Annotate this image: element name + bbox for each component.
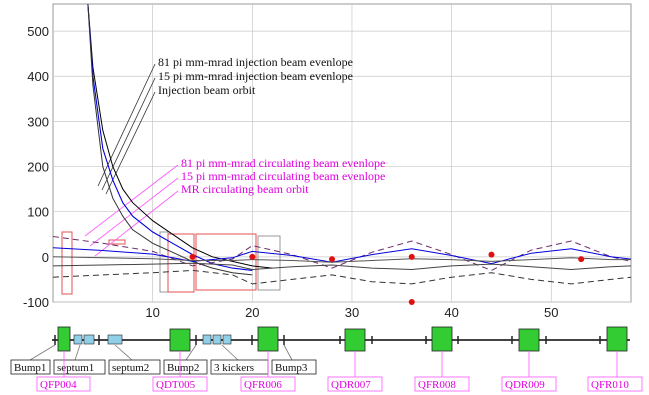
septum1-block-a (73, 334, 83, 345)
magnet-qfp004 (57, 326, 71, 352)
series-circulating-envelope-15-upper (52, 247, 632, 265)
y-tick-label: 300 (27, 114, 49, 129)
label-qdr007: QDR007 (331, 379, 371, 391)
kicker-2 (212, 334, 222, 345)
series-circulating-envelope-15-lower (52, 262, 632, 271)
label-qfp004: QFP004 (40, 379, 77, 391)
y-tick-label: 200 (27, 160, 49, 175)
orbit-marker (249, 253, 256, 260)
annotation-injection-15: 15 pi mm-mrad injection beam evenlope (158, 69, 353, 83)
annotation-circulating-orbit: MR circulating beam orbit (181, 182, 309, 196)
orbit-marker (329, 256, 336, 263)
x-tick-label: 40 (444, 305, 458, 320)
label-qfr006: QFR006 (244, 379, 282, 391)
y-tick-label: 500 (27, 24, 49, 39)
label-bump2: Bump2 (167, 362, 199, 374)
magnet-qdt005 (169, 328, 191, 352)
series-circulating-envelope-81-lower (52, 269, 632, 285)
label-qfr008: QFR008 (418, 379, 456, 391)
kicker-1 (202, 334, 212, 345)
orbit-marker (408, 253, 415, 260)
magnet-qfr008 (431, 326, 453, 352)
series-injection-envelope-81 (87, 3, 273, 269)
label-septum1: septum1 (57, 362, 94, 374)
label-bump1: Bump1 (14, 362, 46, 374)
orbit-marker (488, 251, 495, 258)
series-circulating-envelope-81-upper (52, 236, 632, 271)
x-tick-label: 10 (145, 305, 159, 320)
series-injection-orbit (87, 3, 253, 276)
magnet-qfr010 (606, 326, 628, 352)
label-qfr010: QFR010 (591, 379, 629, 391)
element-labels-row1: Bump1 septum1 septum2 Bump2 3 kickers Bu… (10, 344, 317, 375)
lattice-beamline (52, 326, 630, 352)
x-tick-label: 50 (544, 305, 558, 320)
septum1-block-b (83, 334, 95, 345)
x-ticks: 10 20 30 40 50 (145, 305, 558, 320)
magnet-qdr007 (344, 328, 366, 352)
leader-lines (84, 63, 179, 257)
label-3-kickers: 3 kickers (214, 362, 254, 374)
series-layer (52, 3, 632, 285)
label-septum2: septum2 (112, 362, 149, 374)
orbit-marker (189, 253, 196, 260)
orbit-marker (578, 256, 585, 263)
extra-marker (408, 299, 415, 305)
y-tick-label: -100 (23, 295, 49, 310)
annotation-circulating-81: 81 pi mm-mrad circulating beam evenlope (181, 156, 385, 170)
label-bump3: Bump3 (275, 362, 308, 374)
septum2-block (107, 334, 123, 345)
y-tick-label: 400 (27, 69, 49, 84)
kicker-3 (222, 334, 232, 345)
plot-frame (52, 3, 632, 303)
marker-layer (189, 251, 585, 305)
y-tick-label: 0 (42, 250, 49, 265)
annotation-injection-81: 81 pi mm-mrad injection beam evenlope (158, 55, 353, 69)
element-labels-row2: QFP004 QDT005 QFR006 QDR007 QFR008 QDR00… (36, 351, 643, 392)
magnet-qdr009 (518, 328, 540, 352)
x-tick-label: 30 (345, 305, 359, 320)
x-tick-label: 20 (245, 305, 259, 320)
series-circulating-orbit (52, 256, 631, 263)
y-tick-label: 100 (27, 205, 49, 220)
label-qdr009: QDR009 (505, 379, 545, 391)
annotation-injection-orbit: Injection beam orbit (158, 83, 256, 97)
element-outlines (61, 231, 281, 295)
label-qdt005: QDT005 (156, 379, 196, 391)
y-ticks: 500 400 300 200 100 0 -100 (23, 24, 49, 310)
magnet-qfr006 (257, 326, 279, 352)
annotation-circulating-15: 15 pi mm-mrad circulating beam evenlope (181, 169, 385, 183)
